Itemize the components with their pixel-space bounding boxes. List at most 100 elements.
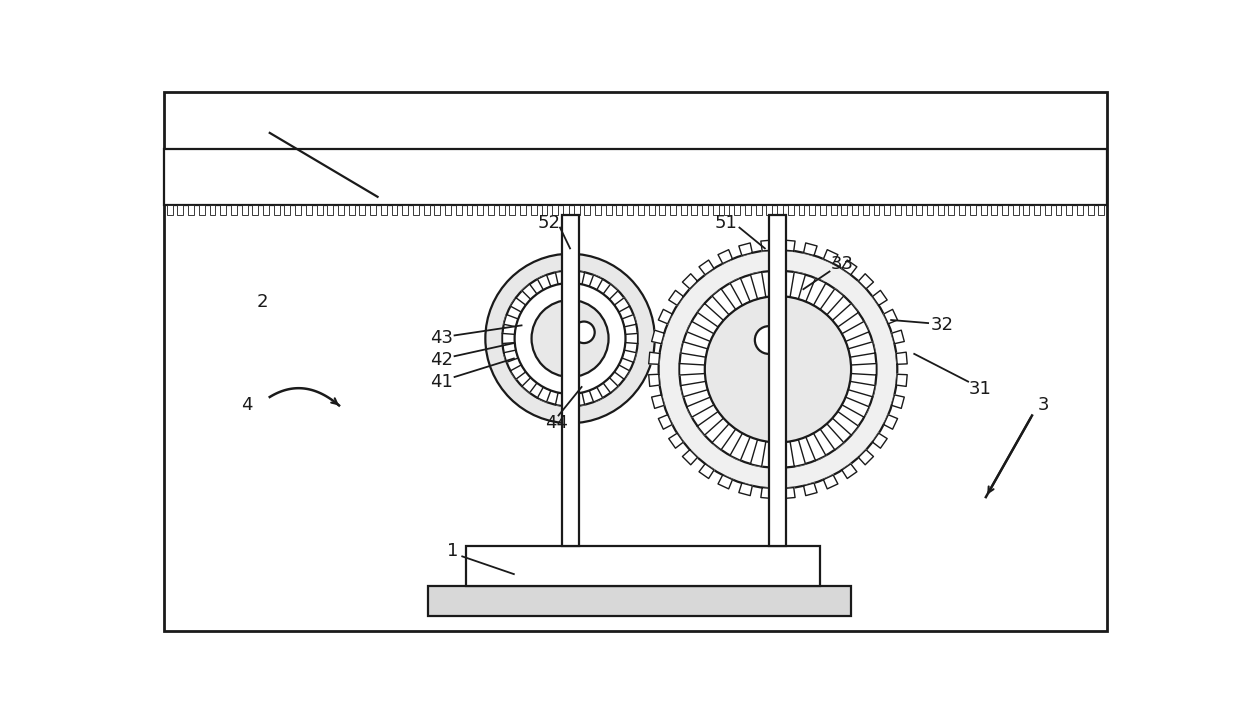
Text: 44: 44: [546, 414, 568, 432]
Polygon shape: [892, 330, 904, 344]
Polygon shape: [892, 395, 904, 408]
Polygon shape: [820, 424, 843, 450]
Bar: [905, 205, 911, 216]
Polygon shape: [658, 309, 672, 324]
Polygon shape: [681, 342, 708, 357]
Text: 41: 41: [430, 372, 453, 391]
Bar: [770, 216, 786, 546]
Bar: [242, 205, 248, 216]
Bar: [1099, 205, 1105, 216]
Polygon shape: [806, 278, 826, 305]
Bar: [1045, 205, 1050, 216]
Polygon shape: [750, 272, 766, 299]
Bar: [627, 205, 634, 216]
Bar: [681, 205, 687, 216]
Text: 1: 1: [446, 542, 458, 560]
Circle shape: [515, 283, 625, 394]
Bar: [991, 205, 997, 216]
Polygon shape: [730, 278, 750, 305]
Text: 2: 2: [257, 294, 268, 311]
Polygon shape: [522, 377, 537, 393]
Bar: [692, 205, 697, 216]
Bar: [937, 205, 944, 216]
Bar: [1055, 205, 1061, 216]
Polygon shape: [761, 488, 773, 498]
Bar: [210, 205, 216, 216]
Polygon shape: [790, 440, 806, 467]
Polygon shape: [842, 260, 857, 275]
Polygon shape: [682, 274, 697, 289]
Bar: [456, 205, 461, 216]
Bar: [1023, 205, 1029, 216]
Bar: [263, 205, 269, 216]
Bar: [520, 205, 526, 216]
Bar: [852, 205, 858, 216]
Bar: [873, 205, 879, 216]
Polygon shape: [699, 464, 714, 478]
Bar: [339, 205, 343, 216]
Bar: [510, 205, 516, 216]
Polygon shape: [668, 433, 683, 448]
Circle shape: [532, 300, 609, 377]
Bar: [445, 205, 451, 216]
Circle shape: [680, 271, 877, 468]
Bar: [477, 205, 484, 216]
Polygon shape: [649, 374, 660, 387]
Polygon shape: [858, 274, 873, 289]
Polygon shape: [842, 464, 857, 478]
Bar: [164, 149, 1107, 205]
Polygon shape: [556, 392, 567, 406]
Polygon shape: [697, 412, 723, 435]
Polygon shape: [773, 271, 784, 296]
Polygon shape: [832, 304, 858, 327]
Polygon shape: [603, 284, 618, 299]
Bar: [498, 205, 505, 216]
Bar: [810, 205, 815, 216]
Text: 42: 42: [430, 351, 453, 369]
Polygon shape: [873, 291, 887, 305]
Polygon shape: [502, 334, 515, 344]
Bar: [895, 205, 900, 216]
Polygon shape: [804, 243, 817, 256]
Bar: [316, 205, 322, 216]
Polygon shape: [823, 475, 838, 489]
Bar: [713, 205, 719, 216]
Polygon shape: [503, 350, 518, 362]
Bar: [552, 205, 558, 216]
Polygon shape: [537, 387, 551, 402]
Bar: [970, 205, 976, 216]
Text: 4: 4: [241, 396, 253, 414]
Bar: [434, 205, 440, 216]
Text: 32: 32: [930, 316, 954, 334]
Polygon shape: [806, 433, 826, 460]
Polygon shape: [651, 330, 665, 344]
Bar: [177, 205, 184, 216]
Bar: [960, 205, 965, 216]
Bar: [863, 205, 869, 216]
Polygon shape: [804, 483, 817, 495]
Polygon shape: [556, 271, 567, 284]
Polygon shape: [897, 352, 908, 364]
Polygon shape: [884, 309, 898, 324]
Bar: [595, 205, 601, 216]
Bar: [949, 205, 955, 216]
Bar: [734, 205, 740, 216]
Polygon shape: [658, 415, 672, 429]
Polygon shape: [625, 334, 637, 344]
Polygon shape: [851, 364, 877, 375]
Bar: [745, 205, 751, 216]
Bar: [831, 205, 837, 216]
Bar: [574, 205, 579, 216]
Bar: [198, 205, 205, 216]
Bar: [413, 205, 419, 216]
Polygon shape: [622, 350, 636, 362]
Bar: [884, 205, 890, 216]
Circle shape: [573, 321, 595, 343]
Bar: [766, 205, 773, 216]
Polygon shape: [503, 314, 518, 326]
Bar: [466, 205, 472, 216]
Polygon shape: [823, 250, 838, 263]
Polygon shape: [522, 284, 537, 299]
Bar: [842, 205, 847, 216]
Bar: [371, 205, 376, 216]
